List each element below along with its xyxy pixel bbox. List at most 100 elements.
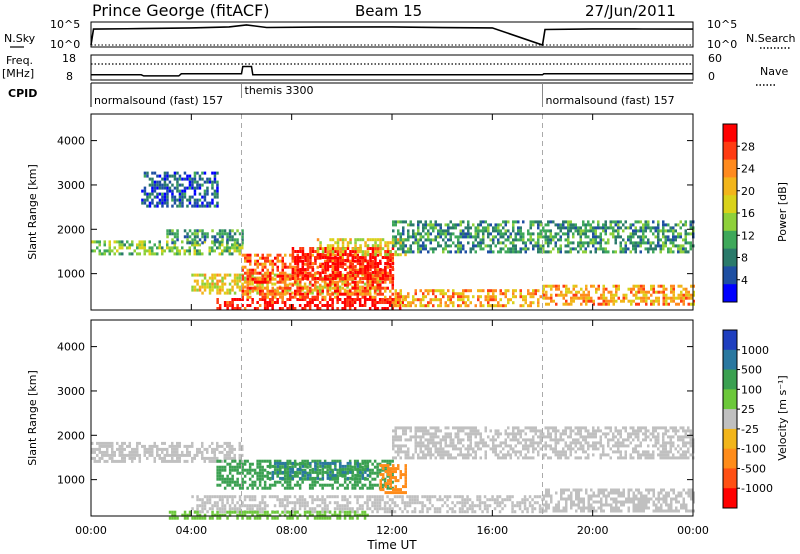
range-cell <box>458 501 462 505</box>
range-cell <box>484 298 487 302</box>
range-cell <box>358 477 362 481</box>
range-cell <box>617 223 620 227</box>
range-cell <box>499 441 502 445</box>
range-cell <box>221 232 224 236</box>
range-cell <box>486 510 489 514</box>
range-cell <box>264 277 267 281</box>
range-cell <box>417 247 420 251</box>
range-cell <box>281 470 285 474</box>
range-cell <box>176 453 179 457</box>
range-cell <box>599 244 602 248</box>
range-cell <box>444 441 447 445</box>
range-cell <box>552 426 555 430</box>
range-cell <box>424 438 427 442</box>
range-cell <box>323 285 327 289</box>
range-cell <box>319 271 322 275</box>
range-cell <box>622 296 625 300</box>
range-cell <box>238 459 242 463</box>
range-cell <box>627 238 630 242</box>
range-cell <box>311 274 315 277</box>
range-cell <box>321 295 324 299</box>
range-cell <box>439 244 442 248</box>
range-cell <box>233 453 236 457</box>
range-cell <box>341 307 344 310</box>
range-cell <box>336 276 339 280</box>
range-cell <box>454 223 457 227</box>
range-cell <box>274 289 277 293</box>
range-cell <box>191 177 194 181</box>
range-cell <box>600 302 603 306</box>
range-cell <box>191 456 194 460</box>
range-cell <box>351 247 355 251</box>
range-cell <box>108 456 111 460</box>
range-cell <box>389 265 392 268</box>
range-cell <box>684 241 687 245</box>
range-cell <box>507 235 510 239</box>
range-cell <box>527 304 530 308</box>
range-cell <box>592 226 595 230</box>
range-cell <box>166 177 169 181</box>
range-cell <box>316 285 319 289</box>
range-cell <box>419 441 422 445</box>
range-cell <box>376 250 380 254</box>
range-cell <box>273 471 277 475</box>
range-cell <box>166 171 169 175</box>
range-cell <box>392 429 395 433</box>
range-cell <box>472 432 475 436</box>
range-cell <box>464 250 467 254</box>
range-cell <box>434 295 437 299</box>
range-cell <box>427 301 430 305</box>
range-cell <box>98 459 101 463</box>
range-cell <box>218 498 222 502</box>
range-cell <box>494 244 497 248</box>
range-cell <box>361 280 364 284</box>
range-cell <box>629 250 632 254</box>
range-cell <box>677 235 680 239</box>
range-cell <box>336 247 340 251</box>
range-cell <box>468 507 472 511</box>
range-cell <box>188 186 192 190</box>
range-cell <box>459 295 462 299</box>
range-cell <box>672 238 675 242</box>
range-cell <box>419 426 422 430</box>
range-cell <box>477 289 480 293</box>
range-cell <box>512 238 515 242</box>
range-cell <box>393 501 397 505</box>
range-cell <box>529 301 532 305</box>
range-cell <box>387 491 390 495</box>
range-cell <box>594 226 597 230</box>
range-cell <box>228 507 232 511</box>
range-cell <box>241 274 244 278</box>
range-cell <box>632 232 635 236</box>
range-cell <box>373 301 377 304</box>
range-cell <box>585 296 588 300</box>
range-cell <box>682 238 685 242</box>
range-cell <box>394 485 397 489</box>
range-cell <box>178 189 182 193</box>
range-cell <box>369 268 372 271</box>
range-cell <box>522 456 525 460</box>
range-cell <box>494 432 497 436</box>
range-cell <box>379 473 382 477</box>
range-cell <box>461 504 464 508</box>
range-cell <box>537 289 540 293</box>
range-cell <box>368 298 372 301</box>
range-cell <box>231 456 234 460</box>
range-cell <box>348 301 352 304</box>
range-cell <box>384 271 387 274</box>
range-cell <box>503 504 507 508</box>
range-cell <box>278 504 282 508</box>
range-cell <box>512 247 515 251</box>
range-cell <box>316 304 319 307</box>
range-cell <box>577 244 580 248</box>
range-cell <box>108 243 111 247</box>
range-cell <box>391 268 395 271</box>
range-cell <box>399 253 402 257</box>
range-cell <box>279 259 282 263</box>
range-cell <box>281 265 284 269</box>
range-cell <box>544 444 547 448</box>
range-cell <box>509 298 512 302</box>
range-cell <box>392 470 395 474</box>
range-cell <box>336 238 340 242</box>
range-cell <box>394 253 397 257</box>
